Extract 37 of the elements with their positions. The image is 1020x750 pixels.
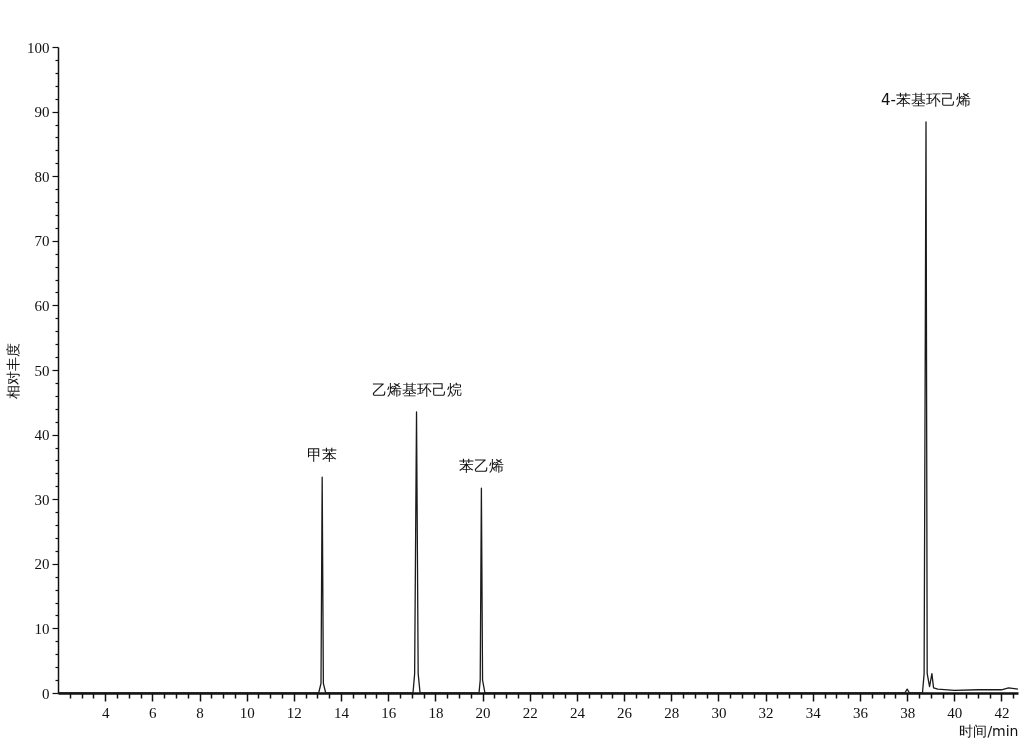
- x-tick-label: 16: [381, 704, 397, 721]
- y-tick-label: 0: [42, 685, 50, 702]
- x-tick-label: 22: [522, 704, 538, 721]
- y-tick-label: 70: [34, 233, 50, 250]
- x-tick-label: 4: [101, 704, 110, 721]
- annotation: 苯乙烯: [458, 457, 504, 476]
- y-tick-label: 30: [34, 491, 50, 508]
- y-tick-label: 80: [34, 168, 50, 185]
- y-tick-label: 90: [34, 104, 50, 121]
- annotation: 甲苯: [307, 446, 338, 465]
- y-tick-label: 10: [34, 620, 50, 637]
- x-tick-label: 8: [196, 704, 204, 721]
- x-tick-label: 26: [617, 704, 633, 721]
- y-tick-label: 60: [34, 297, 50, 314]
- x-tick-label: 40: [947, 704, 963, 721]
- y-tick-label: 50: [34, 362, 50, 379]
- x-tick-label: 38: [900, 704, 916, 721]
- x-tick-label: 12: [286, 704, 302, 721]
- x-tick-label: 14: [334, 704, 350, 721]
- y-tick-label: 20: [34, 556, 50, 573]
- x-tick-label: 6: [149, 704, 158, 721]
- x-tick-label: 36: [852, 704, 869, 721]
- x-tick-label: 20: [475, 704, 491, 721]
- x-tick-label: 28: [664, 704, 680, 721]
- y-tick-label: 40: [34, 427, 50, 444]
- x-tick-label: 24: [569, 704, 586, 721]
- x-tick-label: 30: [711, 704, 727, 721]
- annotation: 4-苯基环己烯: [881, 90, 971, 109]
- y-axis-title: 相对丰度: [5, 342, 21, 399]
- x-tick-label: 32: [758, 704, 774, 721]
- y-tick-label: 100: [27, 39, 50, 56]
- x-axis-title: 时间/min: [959, 722, 1019, 739]
- x-tick-label: 42: [994, 704, 1010, 721]
- x-tick-label: 18: [428, 704, 444, 721]
- annotation: 乙烯基环己烷: [371, 380, 462, 399]
- x-tick-label: 10: [239, 704, 255, 721]
- x-tick-label: 34: [805, 704, 822, 721]
